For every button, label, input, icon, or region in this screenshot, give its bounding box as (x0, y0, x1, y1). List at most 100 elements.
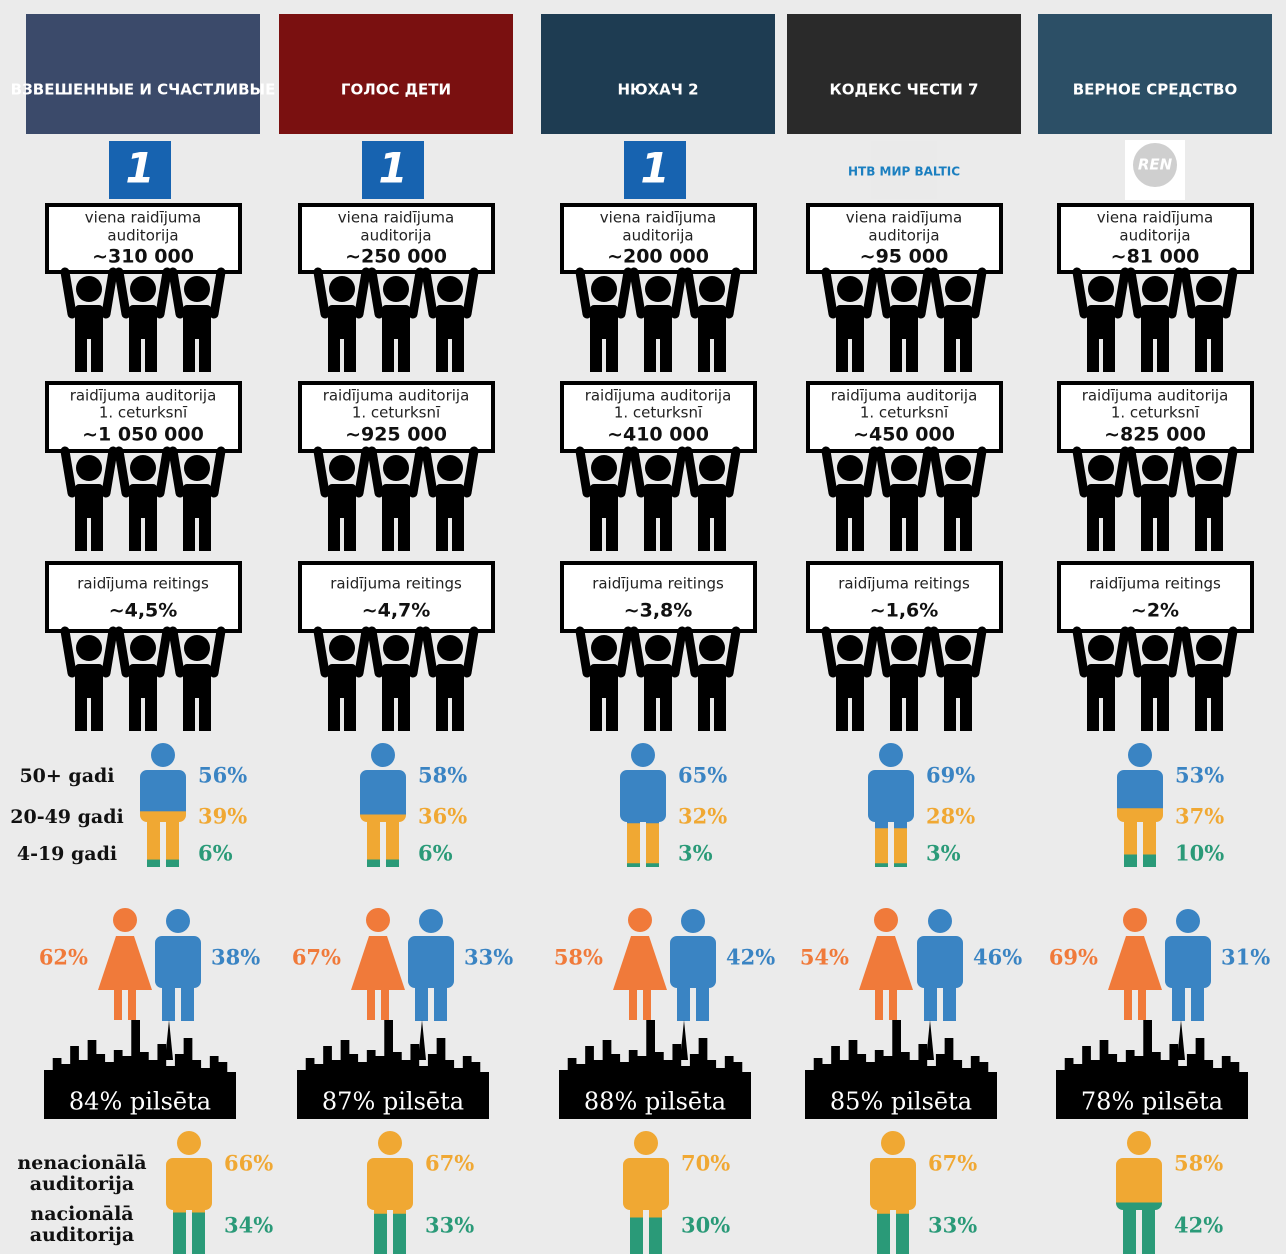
man-fill (408, 909, 454, 1021)
stick-arm (1221, 446, 1238, 498)
woman-fill (351, 908, 405, 1020)
person-figure (620, 743, 666, 867)
stick-arm (60, 267, 77, 319)
stick-leg (944, 693, 956, 731)
poster-title: КОДЕКС ЧЕСТИ 7 (830, 81, 979, 99)
sign-box (806, 561, 1003, 633)
stick-leg (906, 334, 918, 372)
stick-arm (916, 267, 933, 319)
stick-head (76, 635, 102, 661)
sign-label: viena raidījuma (1097, 209, 1213, 227)
stick-arm (1221, 267, 1238, 319)
urban-share: 85% pilsēta (830, 1088, 972, 1116)
age-percent: 6% (198, 841, 233, 866)
stick-leg (660, 334, 672, 372)
stick-arm (168, 446, 185, 498)
stick-body (1195, 305, 1223, 339)
stick-arm (616, 626, 633, 678)
sign-label: raidījuma auditorija (1082, 387, 1229, 405)
sign-label: auditorija (107, 227, 178, 245)
nationality-percent: 34% (224, 1213, 273, 1238)
figure-segment (620, 823, 666, 864)
stick-arm (1180, 626, 1197, 678)
stick-leg (1211, 334, 1223, 372)
stick-arm (168, 267, 185, 319)
stick-leg (1157, 693, 1169, 731)
stick-arm (724, 446, 741, 498)
stick-arm (155, 446, 172, 498)
man-figure (670, 909, 716, 1021)
stick-leg (1195, 693, 1207, 731)
stick-body (1087, 664, 1115, 698)
stick-leg (1211, 513, 1223, 551)
sign-value: ~4,7% (362, 600, 431, 622)
sign-label: viena raidījuma (85, 209, 201, 227)
poster (787, 14, 1021, 134)
man-fill (155, 909, 201, 1021)
sign-label: viena raidījuma (338, 209, 454, 227)
channel-name: REN (1138, 156, 1173, 174)
stick-arm (209, 446, 226, 498)
woman-figure (98, 908, 152, 1020)
stick-head (891, 455, 917, 481)
stick-arm (862, 267, 879, 319)
poster-title: ГОЛОС ДЕТИ (341, 81, 451, 99)
figure-segment (360, 814, 406, 860)
stick-head (1088, 455, 1114, 481)
channel-name: 1 (125, 144, 154, 193)
stick-arm (1072, 626, 1089, 678)
stick-body (836, 664, 864, 698)
stick-body (75, 664, 103, 698)
female-percent: 58% (554, 945, 603, 970)
stick-body (328, 305, 356, 339)
stick-arm (101, 626, 118, 678)
figure-segment (870, 1213, 916, 1254)
stick-head (130, 635, 156, 661)
urban-box (1056, 1084, 1248, 1119)
stick-leg (644, 334, 656, 372)
figure-segment (360, 743, 406, 815)
age-label: 4-19 gadi (17, 843, 117, 865)
stick-arm (724, 626, 741, 678)
stick-leg (1157, 513, 1169, 551)
stick-body (590, 484, 618, 518)
figure-segment (870, 1131, 916, 1215)
stick-body (129, 305, 157, 339)
figure-segment (140, 743, 186, 812)
stick-body (698, 305, 726, 339)
nationality-percent: 58% (1174, 1151, 1223, 1176)
stick-arm (1072, 267, 1089, 319)
stick-arm (367, 446, 384, 498)
stick-leg (452, 513, 464, 551)
stick-body (129, 484, 157, 518)
man-figure (408, 909, 454, 1021)
stick-arm (1221, 626, 1238, 678)
stick-leg (344, 513, 356, 551)
stick-body (644, 484, 672, 518)
stick-body (382, 484, 410, 518)
stick-arm (929, 626, 946, 678)
stick-body (1195, 664, 1223, 698)
urban-share: 88% pilsēta (584, 1088, 726, 1116)
stick-leg (328, 693, 340, 731)
stick-body (644, 305, 672, 339)
stick-body (183, 484, 211, 518)
stick-leg (129, 513, 141, 551)
urban-share: 87% pilsēta (322, 1088, 464, 1116)
sign-box (560, 203, 757, 274)
stick-arm (114, 267, 131, 319)
stick-head (1142, 635, 1168, 661)
channel-logo (624, 141, 686, 199)
stick-body (382, 664, 410, 698)
stick-body (75, 484, 103, 518)
sign-label: raidījuma reitings (77, 575, 209, 593)
stick-body (1141, 305, 1169, 339)
urban-share: 78% pilsēta (1081, 1088, 1223, 1116)
sign-label: raidījuma reitings (330, 575, 462, 593)
person-figure (360, 743, 406, 867)
figure-segment (1117, 808, 1163, 855)
stick-leg (606, 513, 618, 551)
stick-body (698, 484, 726, 518)
stick-arm (114, 626, 131, 678)
stick-head (837, 635, 863, 661)
